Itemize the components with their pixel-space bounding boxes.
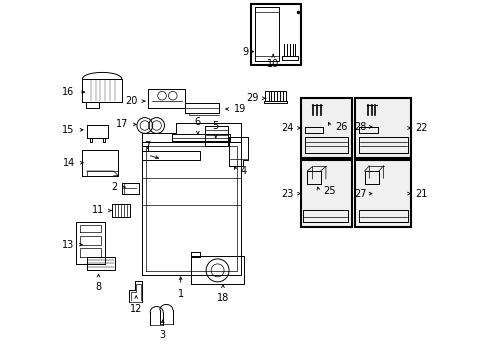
Text: 12: 12 (130, 304, 142, 314)
Text: 25: 25 (323, 186, 335, 197)
Text: 19: 19 (233, 104, 245, 114)
Bar (250, 4, 301, 65)
Text: 1: 1 (177, 289, 183, 300)
Text: 29: 29 (246, 93, 258, 103)
Text: 22: 22 (414, 123, 427, 133)
Text: 6: 6 (194, 117, 201, 127)
Text: 16: 16 (62, 87, 74, 97)
Text: 21: 21 (414, 189, 427, 199)
Bar (301, 160, 351, 226)
Text: 5: 5 (212, 121, 219, 131)
Text: 3: 3 (160, 330, 165, 340)
Text: 7: 7 (144, 141, 150, 150)
Text: 8: 8 (95, 282, 102, 292)
Text: 28: 28 (353, 122, 366, 132)
Text: 18: 18 (216, 293, 229, 303)
Bar (354, 98, 410, 158)
Text: 17: 17 (115, 120, 128, 129)
Text: 14: 14 (63, 158, 75, 168)
Text: 23: 23 (281, 189, 293, 199)
Text: 20: 20 (125, 96, 137, 106)
Text: 2: 2 (111, 182, 117, 192)
Text: 11: 11 (92, 206, 104, 216)
Text: 24: 24 (281, 123, 293, 133)
Text: 27: 27 (353, 189, 366, 199)
Text: 10: 10 (266, 59, 279, 69)
Bar (354, 160, 410, 226)
Text: 26: 26 (334, 122, 346, 132)
Text: 13: 13 (62, 239, 74, 249)
Text: 15: 15 (61, 125, 74, 135)
Text: 9: 9 (242, 46, 247, 57)
Bar (301, 98, 351, 158)
Text: 4: 4 (241, 166, 246, 176)
